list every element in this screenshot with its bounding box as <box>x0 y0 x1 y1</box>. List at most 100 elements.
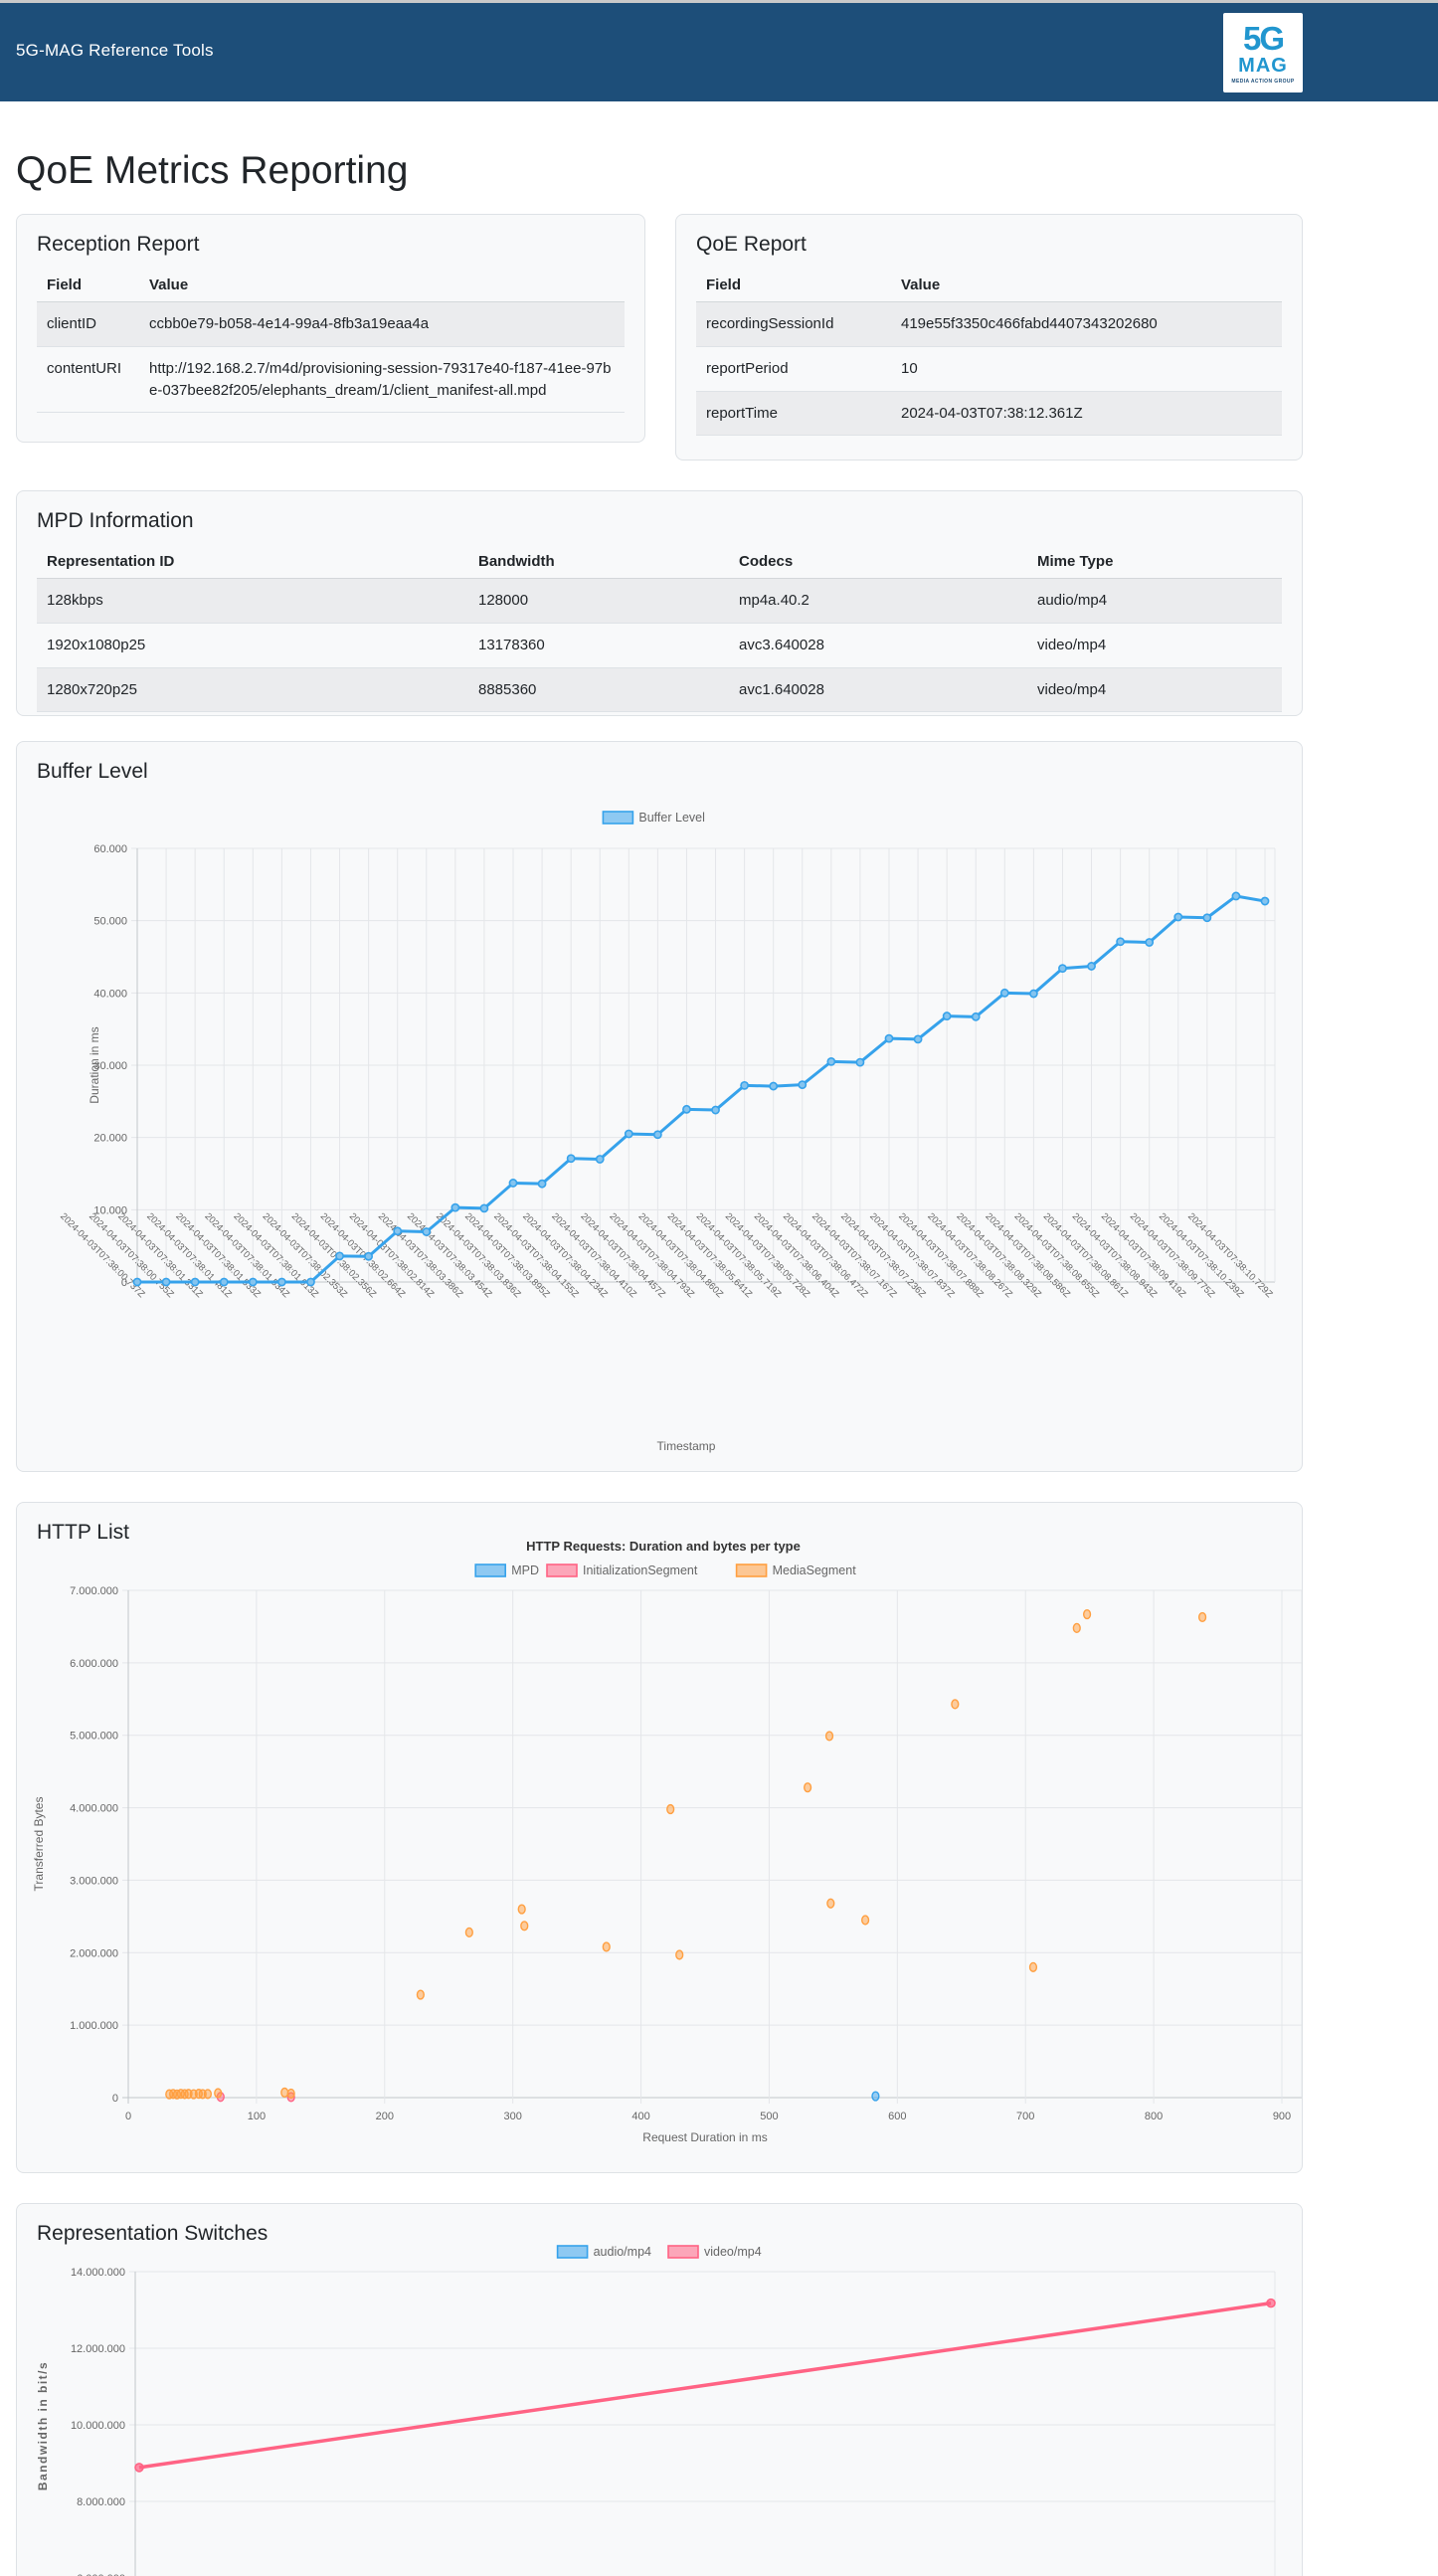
value-cell: 2024-04-03T07:38:12.361Z <box>891 391 1282 437</box>
representation-switches-card: Representation Switches audio/mp4 video/m… <box>16 2203 1303 2576</box>
legend-item-mpd[interactable]: MPD <box>474 1564 539 1577</box>
legend-label: audio/mp4 <box>594 2245 651 2259</box>
data-point <box>134 2463 144 2473</box>
column-header: Field <box>37 269 139 302</box>
table-header-row: Representation ID Bandwidth Codecs Mime Typ… <box>37 545 1282 579</box>
x-tick-label: 600 <box>888 2111 906 2122</box>
y-tick-label: 6.000.000 <box>70 1658 118 1670</box>
representation-switches-chart[interactable]: audio/mp4 video/mp4 14.000.000 12.000.000 10… <box>17 2232 1303 2576</box>
logo-5g-text: 5G <box>1242 19 1285 57</box>
data-point <box>306 1277 315 1287</box>
data-point <box>393 1226 403 1236</box>
x-tick-label: 300 <box>503 2111 521 2122</box>
value-cell: mp4a.40.2 <box>729 578 1027 624</box>
column-header: Codecs <box>729 545 1027 579</box>
value-cell: avc1.640028 <box>729 667 1027 713</box>
mpd-information-title: MPD Information <box>37 509 194 532</box>
mpd-information-card: MPD Information Representation ID Bandwid… <box>16 490 1303 716</box>
buffer-level-title: Buffer Level <box>37 760 148 783</box>
buffer-level-card: Buffer Level 0 10.000 20.000 30.000 40.000 50… <box>16 741 1303 1472</box>
x-axis-title: Request Duration in ms <box>642 2130 767 2144</box>
data-point <box>190 1277 200 1287</box>
buffer-level-chart[interactable]: 0 10.000 20.000 30.000 40.000 50.000 60.000 202… <box>17 800 1303 1472</box>
legend-swatch <box>667 2245 699 2259</box>
data-point <box>711 1105 720 1115</box>
legend-item-initializationsegment[interactable]: InitializationSegment <box>546 1564 698 1577</box>
field-cell: reportTime <box>696 391 891 437</box>
chart-legend: audio/mp4 video/mp4 <box>556 2245 762 2259</box>
series-video-mp4 <box>134 2298 1276 2473</box>
data-point <box>824 1731 834 1742</box>
legend-swatch <box>474 1564 507 1577</box>
window-top-strip <box>0 0 1438 3</box>
legend-item-buffer-level[interactable]: Buffer Level <box>602 811 705 825</box>
y-tick-label: 3.000.000 <box>70 1875 118 1887</box>
data-point <box>1058 964 1067 974</box>
x-tick-label: 700 <box>1016 2111 1034 2122</box>
field-cell: contentURI <box>37 346 139 414</box>
x-tick-label: 500 <box>760 2111 778 2122</box>
logo-mag-text: MAG <box>1238 54 1288 77</box>
x-tick-label: 900 <box>1273 2111 1291 2122</box>
y-tick-label: 5.000.000 <box>70 1731 118 1743</box>
page-title: QoE Metrics Reporting <box>16 149 409 192</box>
legend-swatch <box>556 2245 589 2259</box>
data-point <box>1173 912 1183 922</box>
data-point <box>1197 1611 1207 1623</box>
legend-swatch <box>546 1564 578 1577</box>
grid <box>129 2271 1276 2576</box>
y-tick-label: 10.000 <box>93 1204 127 1216</box>
x-tick-label: 0 <box>125 2111 131 2122</box>
column-header: Bandwidth <box>468 545 729 579</box>
data-point <box>769 1081 779 1091</box>
value-cell: 10 <box>891 346 1282 392</box>
data-point <box>1082 1608 1092 1620</box>
chart-legend: MPD InitializationSegment MediaSegment <box>474 1564 857 1577</box>
x-tick-label: 100 <box>248 2111 266 2122</box>
qoe-report-title: QoE Report <box>696 233 807 256</box>
legend-item-mediasegment[interactable]: MediaSegment <box>735 1564 857 1577</box>
5gmag-logo: 5G MAG MEDIA ACTION GROUP <box>1223 13 1303 92</box>
data-point <box>161 1277 171 1287</box>
data-point <box>1202 913 1212 923</box>
data-point <box>913 1034 923 1044</box>
data-point <box>602 1941 611 1952</box>
y-tick-label: 8.000.000 <box>77 2496 125 2508</box>
x-axis: 2024-04-03T07:38:00.737Z2024-04-03T07:38… <box>58 1211 1275 1301</box>
representation-switches-title: Representation Switches <box>37 2222 269 2245</box>
table-header-row: Field Value <box>37 269 625 302</box>
value-cell: 13178360 <box>468 623 729 668</box>
field-cell: 128kbps <box>37 578 468 624</box>
legend-label: MPD <box>511 1564 539 1577</box>
data-point <box>652 1130 662 1140</box>
column-header: Field <box>696 269 891 302</box>
value-cell: 128000 <box>468 578 729 624</box>
y-axis-title: Transferred Bytes <box>32 1797 46 1892</box>
field-cell: 1280x720p25 <box>37 667 468 713</box>
y-tick-label: 50.000 <box>93 916 127 928</box>
reception-report-table: Field Value clientID ccbb0e79-b058-4e14-99… <box>37 269 625 414</box>
legend-item-video-mp4[interactable]: video/mp4 <box>667 2245 762 2259</box>
column-header: Representation ID <box>37 545 468 579</box>
data-point <box>280 2087 289 2099</box>
data-point <box>1072 1622 1081 1633</box>
grid <box>122 1589 1302 2104</box>
data-point <box>203 2089 213 2100</box>
data-point <box>422 1227 432 1236</box>
data-point <box>479 1203 489 1213</box>
data-point <box>595 1155 605 1164</box>
x-tick-label: 800 <box>1145 2111 1163 2122</box>
x-axis-title: Timestamp <box>657 1439 716 1453</box>
chart-title: HTTP Requests: Duration and bytes per ty… <box>526 1539 801 1554</box>
data-point <box>740 1080 750 1090</box>
data-point <box>416 1989 425 2000</box>
column-header: Mime Type <box>1027 545 1282 579</box>
y-tick-label: 2.000.000 <box>70 1947 118 1959</box>
value-cell: video/mp4 <box>1027 623 1282 668</box>
app-title: 5G-MAG Reference Tools <box>16 41 214 60</box>
table-row: contentURI http://192.168.2.7/m4d/provisi… <box>37 346 625 414</box>
table-row: reportTime 2024-04-03T07:38:12.361Z <box>696 391 1282 437</box>
legend-item-audio-mp4[interactable]: audio/mp4 <box>556 2245 651 2259</box>
http-requests-scatter-chart[interactable]: HTTP Requests: Duration and bytes per ty… <box>17 1531 1303 2171</box>
